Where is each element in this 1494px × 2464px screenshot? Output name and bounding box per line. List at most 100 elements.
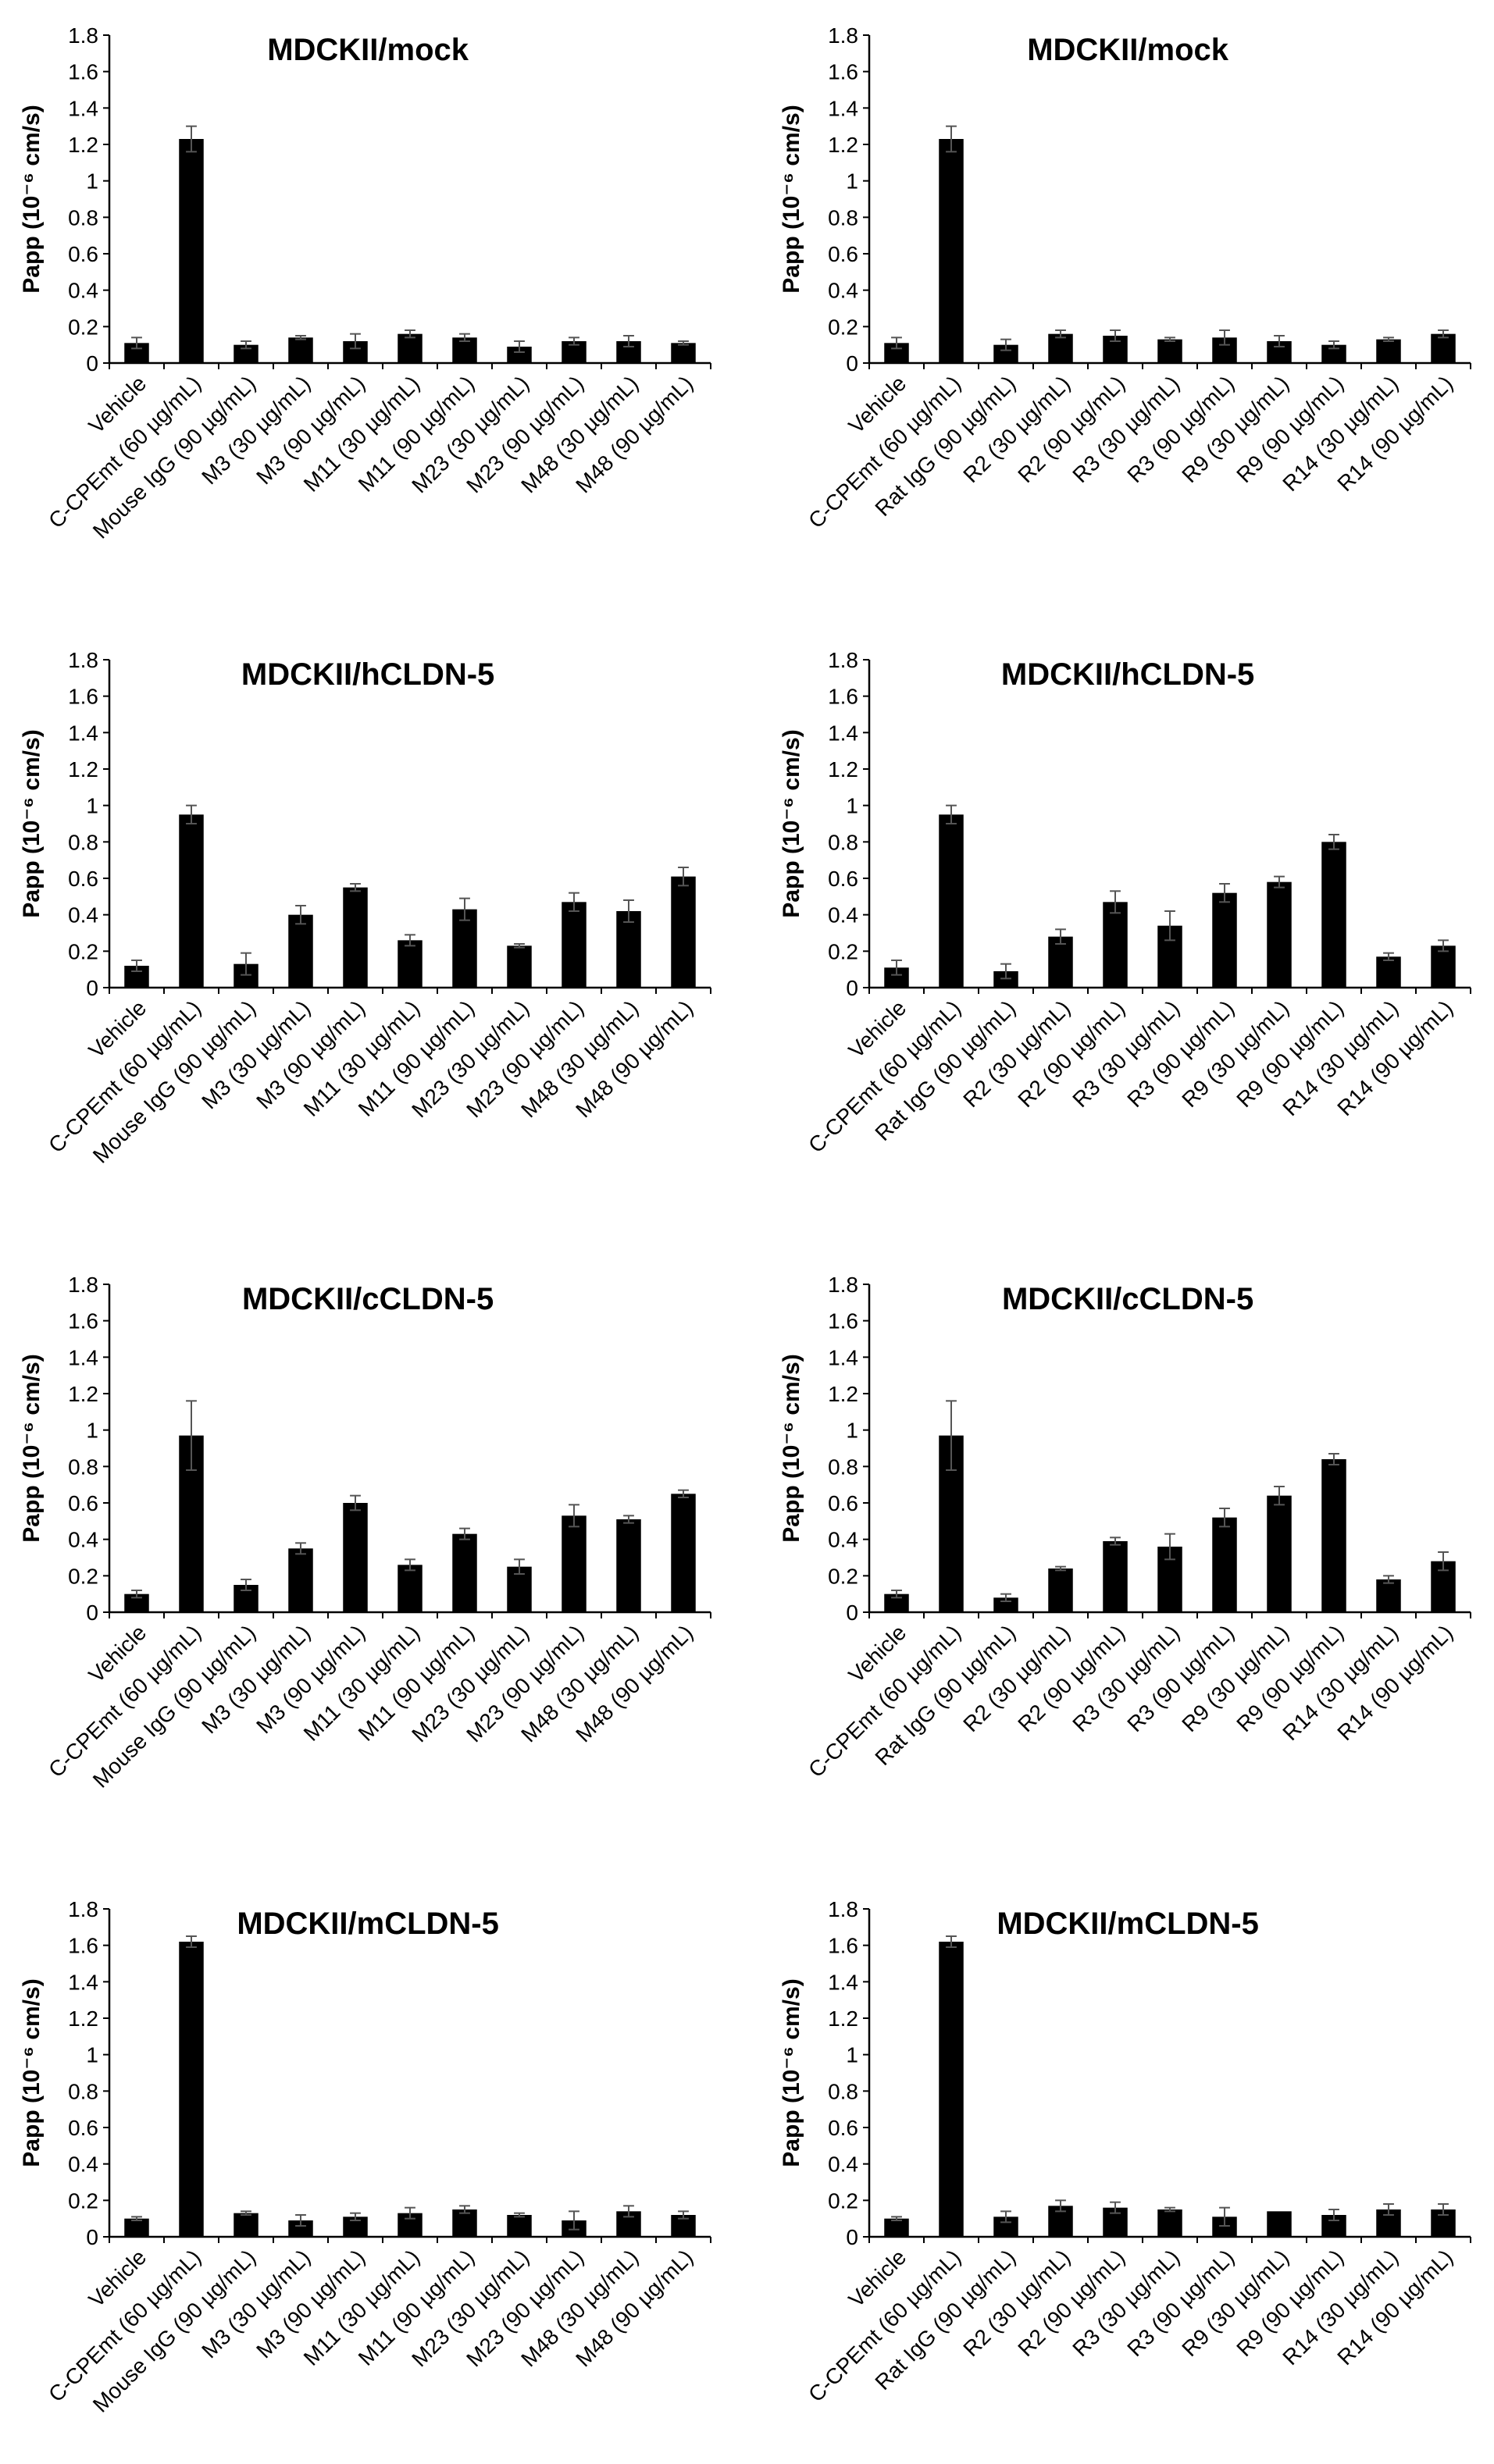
bar xyxy=(1431,945,1456,988)
bar xyxy=(288,2220,313,2237)
y-axis-label: Papp (10⁻⁶ cm/s) xyxy=(19,105,45,293)
bar xyxy=(234,2213,259,2237)
y-axis-label: Papp (10⁻⁶ cm/s) xyxy=(779,729,804,917)
y-tick-label: 0.6 xyxy=(68,2116,98,2140)
y-axis-label: Papp (10⁻⁶ cm/s) xyxy=(779,1978,804,2167)
bar xyxy=(179,139,204,363)
y-tick-label: 0.4 xyxy=(828,1528,858,1552)
y-tick-label: 1.6 xyxy=(828,60,858,84)
bar xyxy=(124,2218,149,2237)
bar xyxy=(671,1494,696,1612)
chart-title: MDCKII/hCLDN-5 xyxy=(241,657,494,692)
y-tick-label: 0.4 xyxy=(828,903,858,928)
y-tick-label: 0.6 xyxy=(68,242,98,266)
y-tick-label: 0.2 xyxy=(68,1564,98,1588)
y-tick-label: 0 xyxy=(846,351,858,376)
bar xyxy=(671,343,696,363)
bar xyxy=(179,1942,204,2237)
bar xyxy=(1103,902,1128,988)
y-tick-label: 1.4 xyxy=(828,721,858,745)
y-tick-label: 1 xyxy=(86,794,98,818)
y-tick-label: 1.2 xyxy=(68,2006,98,2031)
y-tick-label: 1.4 xyxy=(68,1970,98,1994)
y-axis-label: Papp (10⁻⁶ cm/s) xyxy=(779,105,804,293)
y-tick-label: 1.2 xyxy=(828,757,858,782)
y-tick-label: 1 xyxy=(86,169,98,194)
bar xyxy=(1267,2211,1292,2237)
bar xyxy=(507,2215,532,2237)
y-tick-label: 0.4 xyxy=(828,2152,858,2177)
bar xyxy=(288,914,313,988)
chart-title: MDCKII/cCLDN-5 xyxy=(1002,1282,1253,1316)
y-tick-label: 0 xyxy=(846,1601,858,1625)
y-tick-label: 1.2 xyxy=(828,2006,858,2031)
bar xyxy=(452,1533,477,1612)
y-tick-label: 1 xyxy=(846,1419,858,1443)
bar xyxy=(452,2209,477,2237)
bar xyxy=(993,971,1018,988)
bar xyxy=(1157,2209,1182,2237)
y-axis-label: Papp (10⁻⁶ cm/s) xyxy=(19,1354,45,1542)
bar xyxy=(671,876,696,988)
bar xyxy=(993,344,1018,363)
y-tick-label: 1.6 xyxy=(68,1934,98,1958)
y-tick-label: 1.4 xyxy=(68,721,98,745)
y-tick-label: 0.6 xyxy=(68,1491,98,1515)
chart-panel-2: MDCKII/mock Papp (10⁻⁶ cm/s) 0 0.2 0.4 0.6 0.8… xyxy=(779,23,1471,532)
y-tick-label: 0.2 xyxy=(68,315,98,339)
y-tick-label: 0.8 xyxy=(68,2079,98,2103)
y-tick-label: 0 xyxy=(846,976,858,1000)
y-tick-label: 1.8 xyxy=(68,648,98,672)
y-axis-label: Papp (10⁻⁶ cm/s) xyxy=(19,729,45,917)
y-tick-label: 0.8 xyxy=(828,205,858,230)
bar xyxy=(398,940,423,988)
y-tick-label: 1.6 xyxy=(828,1309,858,1333)
y-tick-label: 0.4 xyxy=(68,1528,98,1552)
y-tick-label: 1.8 xyxy=(68,1897,98,1921)
y-tick-label: 0.8 xyxy=(828,830,858,854)
y-tick-label: 0.4 xyxy=(828,279,858,303)
y-tick-label: 1.2 xyxy=(828,1382,858,1406)
bar xyxy=(398,1565,423,1612)
y-tick-label: 1 xyxy=(846,794,858,818)
bar xyxy=(1212,1517,1237,1612)
bar xyxy=(884,1593,909,1612)
chart-title: MDCKII/mCLDN-5 xyxy=(997,1907,1259,1941)
y-tick-label: 1.8 xyxy=(68,1273,98,1297)
bar xyxy=(1048,936,1073,988)
y-tick-label: 0.4 xyxy=(68,279,98,303)
y-tick-label: 0.6 xyxy=(828,2116,858,2140)
y-tick-label: 1.2 xyxy=(68,133,98,157)
y-tick-label: 1 xyxy=(86,1419,98,1443)
bar xyxy=(939,814,964,988)
bar xyxy=(343,887,368,988)
bar xyxy=(939,139,964,363)
bar xyxy=(1321,842,1346,988)
chart-title: MDCKII/hCLDN-5 xyxy=(1001,657,1254,692)
bar xyxy=(1267,881,1292,988)
chart-title: MDCKII/mock xyxy=(267,33,469,67)
y-tick-label: 1.4 xyxy=(68,1345,98,1369)
y-tick-label: 1.6 xyxy=(828,685,858,709)
chart-title: MDCKII/cCLDN-5 xyxy=(242,1282,494,1316)
y-tick-label: 1.8 xyxy=(828,1897,858,1921)
y-tick-label: 0.6 xyxy=(828,867,858,891)
bar xyxy=(1212,892,1237,988)
bar xyxy=(179,814,204,988)
bar xyxy=(1157,339,1182,363)
bar xyxy=(398,333,423,363)
y-tick-label: 0.8 xyxy=(68,830,98,854)
bar xyxy=(507,347,532,363)
bar xyxy=(616,911,641,988)
bar xyxy=(452,909,477,988)
y-tick-label: 0.8 xyxy=(68,1455,98,1479)
bar xyxy=(1103,1541,1128,1612)
chart-title: MDCKII/mCLDN-5 xyxy=(237,1907,499,1941)
y-tick-label: 0.4 xyxy=(68,903,98,928)
bar xyxy=(1376,956,1401,988)
bar xyxy=(1267,1495,1292,1612)
bar xyxy=(884,2218,909,2237)
bar xyxy=(343,1503,368,1612)
y-tick-label: 1.8 xyxy=(828,1273,858,1297)
